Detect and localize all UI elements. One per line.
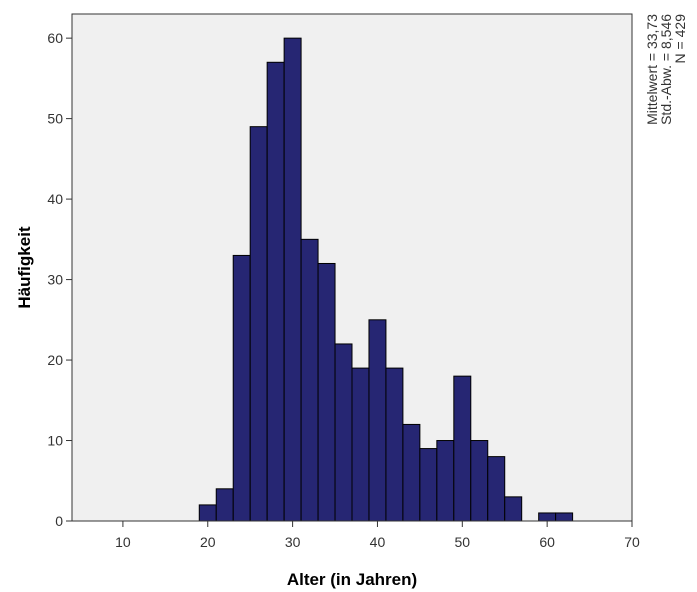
histogram-bar-2	[232, 254, 251, 522]
histogram-bar-16	[470, 440, 489, 522]
bars-group	[198, 37, 574, 522]
histogram-bar-12	[402, 423, 421, 522]
y-tick-label: 30	[47, 272, 63, 288]
stat-n: N = 429	[672, 14, 688, 64]
y-tick-label: 0	[55, 513, 63, 529]
stat-std-dev: Std.-Abw. = 8,546	[658, 14, 674, 125]
x-tick-label: 20	[200, 534, 216, 550]
x-axis-title: Alter (in Jahren)	[287, 570, 417, 589]
histogram-bar-20	[555, 512, 574, 522]
histogram-bar-0	[198, 504, 217, 522]
histogram-bar-7	[317, 262, 336, 522]
x-tick-label: 10	[115, 534, 131, 550]
statistics-box: Mittelwert = 33,73 Std.-Abw. = 8,546 N =…	[644, 14, 688, 125]
histogram-bar-17	[487, 456, 506, 522]
y-tick-label: 20	[47, 352, 63, 368]
y-axis: 0 10 20 30 40 50 60	[47, 30, 72, 529]
x-tick-label: 70	[624, 534, 640, 550]
histogram-bar-10	[368, 319, 387, 522]
histogram-bar-1	[215, 488, 234, 522]
y-tick-label: 60	[47, 30, 63, 46]
y-tick-label: 10	[47, 433, 63, 449]
histogram-bar-5	[283, 37, 302, 522]
histogram-bar-19	[538, 512, 557, 522]
histogram-bar-9	[351, 367, 370, 522]
histogram-bar-6	[300, 238, 319, 522]
histogram-bar-11	[385, 367, 404, 522]
x-tick-label: 60	[539, 534, 555, 550]
histogram-bar-3	[249, 126, 268, 522]
histogram-bar-14	[436, 440, 455, 522]
histogram-bar-4	[266, 61, 285, 522]
stat-mean: Mittelwert = 33,73	[644, 14, 660, 125]
plot-frame	[71, 13, 633, 522]
y-tick-label: 40	[47, 191, 63, 207]
x-tick-label: 30	[285, 534, 301, 550]
histogram-bar-13	[419, 448, 438, 522]
y-tick-label: 50	[47, 111, 63, 127]
y-axis-title: Häufigkeit	[15, 226, 34, 309]
histogram-bar-15	[453, 375, 472, 522]
x-tick-label: 40	[370, 534, 386, 550]
histogram-bar-18	[504, 496, 523, 522]
x-axis: 10 20 30 40 50 60 70	[115, 521, 640, 550]
histogram-bar-8	[334, 343, 353, 522]
x-tick-label: 50	[455, 534, 471, 550]
